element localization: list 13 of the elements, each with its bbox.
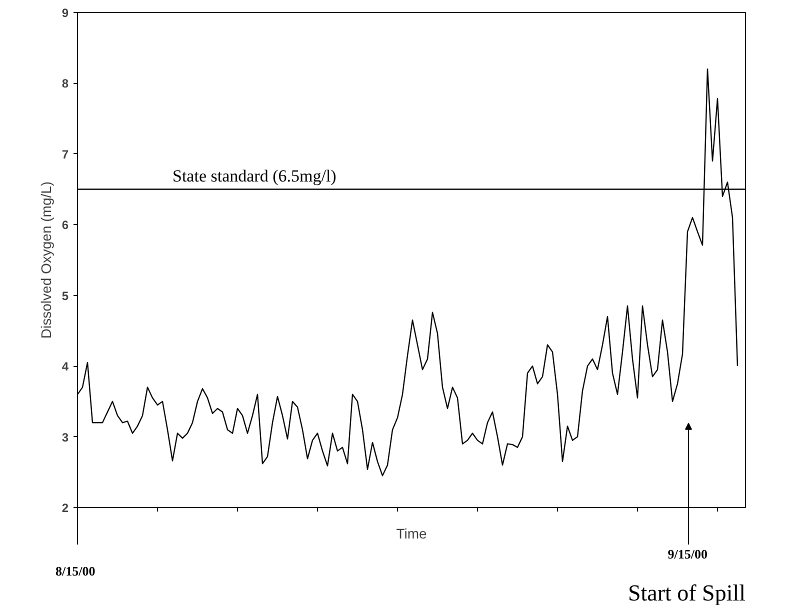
y-axis-title: Dissolved Oxygen (mg/L) [38,181,54,339]
y-tick-label: 8 [62,76,69,91]
ref-line-label: State standard (6.5mg/l) [172,166,336,186]
y-tick-label: 2 [62,501,69,515]
y-tick-label: 4 [62,360,69,374]
y-tick-label: 3 [62,430,69,444]
text: 9/15/00 [668,546,708,562]
y-tick-label: 9 [62,6,69,20]
y-tick-label: 7 [62,147,69,162]
text: 8/15/00 [56,564,96,578]
x-axis-title: Time [396,526,428,542]
y-tick-label: 6 [62,218,69,232]
y-tick-label: 5 [62,288,69,303]
